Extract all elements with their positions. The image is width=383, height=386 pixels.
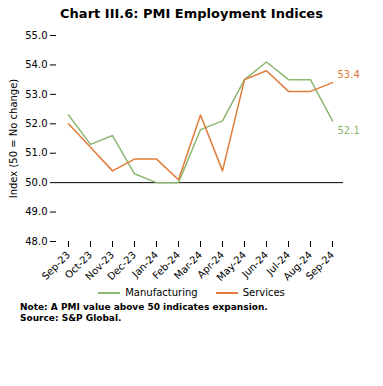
svg-text:Sep-24: Sep-24 [304,249,337,282]
svg-text:Jul-24: Jul-24 [264,249,293,278]
html-text:Note: A PMI value above 50 ind: Note: A PMI value above 50 indicates exp… [20,302,268,312]
svg-text:51.0: 51.0 [25,147,47,158]
svg-text:Apr-24: Apr-24 [195,249,227,281]
svg-text:Oct-23: Oct-23 [62,249,95,281]
svg-text:50.0: 50.0 [25,177,47,188]
svg-text:Aug-24: Aug-24 [281,249,315,283]
svg-text:Nov-23: Nov-23 [83,249,117,283]
svg-text:48.0: 48.0 [25,236,47,247]
svg-text:53.0: 53.0 [25,89,47,100]
svg-text:Jun-24: Jun-24 [239,249,270,280]
svg-text:Jan-24: Jan-24 [129,249,161,280]
svg-text:Feb-24: Feb-24 [150,249,183,282]
svg-text:May-24: May-24 [214,249,248,283]
html-text:Chart III.6: PMI Employment In: Chart III.6: PMI Employment Indices [60,6,323,21]
svg-text:Mar-24: Mar-24 [172,249,205,282]
svg-text:Dec-23: Dec-23 [105,249,138,282]
svg-text:Index (50 = No change): Index (50 = No change) [8,79,19,199]
svg-text:52.0: 52.0 [25,118,47,129]
html-text:Services: Services [242,287,285,298]
svg-text:Sep-23: Sep-23 [39,249,73,282]
svg-text:54.0: 54.0 [25,59,47,70]
html-text:Manufacturing: Manufacturing [125,287,198,298]
svg-text:49.0: 49.0 [25,206,47,217]
svg-text:55.0: 55.0 [25,30,47,41]
svg-text:52.1: 52.1 [338,125,360,136]
svg-text:53.4: 53.4 [338,69,360,80]
html-text:Source: S&P Global.: Source: S&P Global. [20,313,122,323]
